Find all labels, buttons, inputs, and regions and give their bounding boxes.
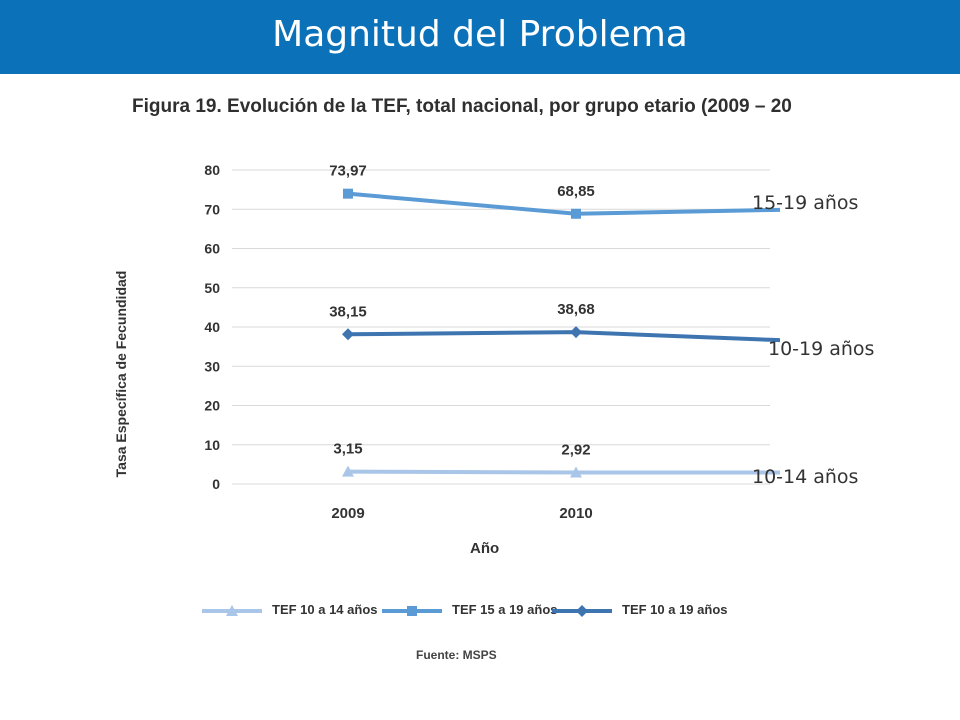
legend-swatch-tef-15-19 xyxy=(382,606,442,616)
data-label: 38,15 xyxy=(329,303,367,320)
y-tick-label: 30 xyxy=(204,358,220,374)
legend-swatch-tef-10-19 xyxy=(552,605,612,617)
chart-title: Figura 19. Evolución de la TEF, total na… xyxy=(132,96,792,117)
y-tick-label: 50 xyxy=(204,280,220,296)
legend-label-tef-10-19: TEF 10 a 19 años xyxy=(622,602,728,617)
data-point xyxy=(571,208,581,219)
data-point xyxy=(342,328,354,341)
annotation-10-19: 10-19 años xyxy=(768,338,875,360)
data-point xyxy=(342,465,354,477)
y-tick-label: 60 xyxy=(204,241,220,257)
legend-swatch-tef-10-14 xyxy=(202,605,262,616)
y-tick-label: 10 xyxy=(204,437,220,453)
data-label: 2,92 xyxy=(561,442,590,459)
series-line-0 xyxy=(347,469,780,475)
series-line-2 xyxy=(347,330,780,343)
title-bar: Magnitud del Problema xyxy=(0,0,960,74)
y-tick-label: 20 xyxy=(204,398,220,414)
data-label: 38,68 xyxy=(557,301,595,318)
line-chart: 010203040506070802009201020113,152,922,9… xyxy=(204,162,780,522)
legend-label-tef-15-19: TEF 15 a 19 años xyxy=(452,602,558,617)
data-label: 73,97 xyxy=(329,163,367,180)
chart-legend: TEF 10 a 14 años TEF 15 a 19 años TEF 10… xyxy=(200,600,740,622)
legend-label-tef-10-14: TEF 10 a 14 años xyxy=(272,602,378,617)
y-tick-label: 80 xyxy=(204,162,220,178)
y-axis-label: Tasa Específica de Fecundidad xyxy=(113,270,129,478)
slide-title: Magnitud del Problema xyxy=(272,14,688,55)
data-point xyxy=(570,326,582,339)
y-tick-label: 40 xyxy=(204,319,220,335)
x-axis-label: Año xyxy=(470,540,500,557)
data-label: 68,85 xyxy=(557,183,595,200)
data-point xyxy=(570,466,582,478)
x-tick-label: 2009 xyxy=(331,505,364,522)
chart-figure: Figura 19. Evolución de la TEF, total na… xyxy=(90,74,792,680)
annotation-15-19: 15-19 años xyxy=(752,192,859,214)
x-tick-label: 2010 xyxy=(559,505,592,522)
data-label: 3,15 xyxy=(333,441,362,458)
y-tick-label: 70 xyxy=(204,201,220,217)
data-point xyxy=(343,188,353,199)
y-tick-label: 0 xyxy=(212,476,220,492)
chart-source: Fuente: MSPS xyxy=(416,648,497,662)
annotation-10-14: 10-14 años xyxy=(752,466,859,488)
